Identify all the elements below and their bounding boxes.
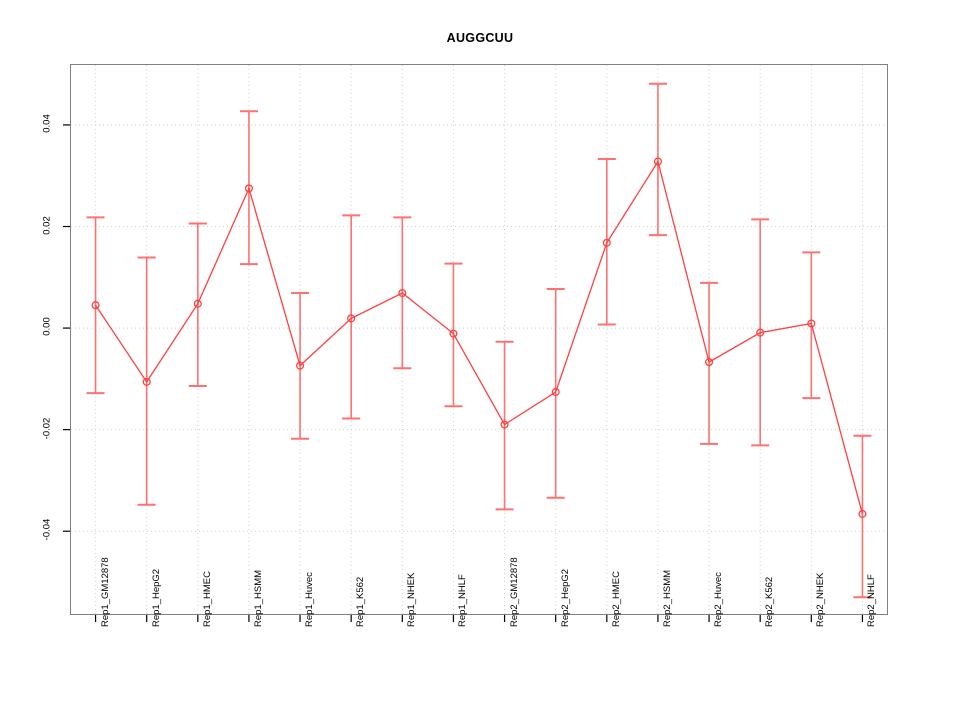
gridlines-group [71, 65, 887, 614]
errorbars-group [86, 82, 872, 599]
data-polyline [95, 159, 864, 515]
data-point-marker [91, 301, 100, 310]
x-tick-label: Rep2_HepG2 [559, 568, 571, 627]
data-point-marker [347, 314, 356, 323]
data-point-marker [142, 377, 151, 386]
x-tick-label: Rep2_NHEK [815, 572, 827, 627]
x-tick-label: Rep1_HepG2 [150, 568, 162, 627]
plot-area [70, 64, 888, 615]
y-tick-label: 0.02 [41, 215, 53, 235]
data-point-marker [705, 358, 714, 367]
data-point-marker [244, 184, 253, 193]
chart-title: AUGGCUU [446, 31, 514, 45]
data-point-marker [807, 319, 816, 328]
x-tick-label: Rep1_Huvec [304, 572, 316, 627]
x-tick-label: Rep1_NHEK [406, 572, 418, 627]
x-tick-label: Rep1_GM12878 [99, 557, 111, 627]
x-tick-label: Rep2_K562 [764, 576, 776, 627]
x-tick-label: Rep2_HMEC [610, 571, 622, 627]
y-tick-label: -0.04 [41, 518, 53, 541]
data-point-marker [602, 238, 611, 247]
data-point-marker [398, 288, 407, 298]
x-tick-label: Rep1_HMEC [201, 571, 213, 627]
axis-ticks-group [63, 124, 864, 622]
data-point-marker [500, 420, 509, 429]
data-line-group [95, 159, 864, 515]
x-tick-label: Rep2_NHLF [866, 574, 878, 627]
x-tick-label: Rep1_K562 [355, 576, 367, 627]
data-point-marker [858, 509, 867, 518]
data-point-marker [296, 361, 305, 370]
y-tick-label: 0.00 [41, 317, 53, 336]
x-tick-label: Rep2_Huvec [713, 572, 725, 627]
y-tick-label: -0.02 [41, 417, 53, 439]
x-tick-label: Rep2_HSMM [661, 569, 673, 627]
y-tick-label: 0.04 [41, 114, 53, 133]
data-point-marker [193, 299, 202, 308]
data-markers-group [91, 157, 867, 518]
data-point-marker [653, 157, 662, 166]
data-point-marker [756, 328, 765, 337]
x-tick-label: Rep2_GM12878 [508, 557, 520, 627]
x-tick-label: Rep1_HSMM [252, 569, 264, 627]
x-tick-label: Rep1_NHLF [457, 574, 469, 627]
data-point-marker [449, 329, 458, 338]
data-point-marker [551, 388, 560, 397]
